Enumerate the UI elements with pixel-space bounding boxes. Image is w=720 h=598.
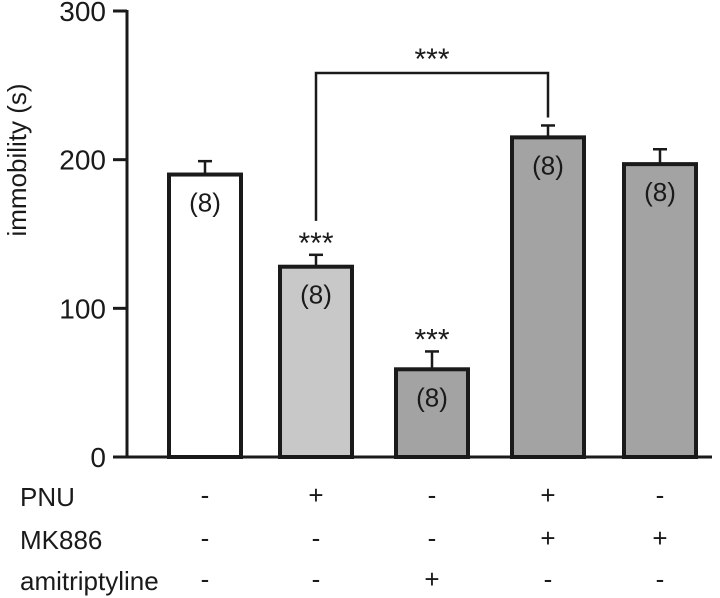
y-tick-label: 100 (59, 293, 106, 324)
bar-n-label: (8) (300, 280, 332, 310)
treatment-sign: - (312, 523, 321, 553)
treatment-name: PNU (20, 482, 75, 512)
comparison-bracket (314, 71, 550, 221)
treatment-name: MK886 (20, 525, 102, 555)
bar (278, 264, 354, 459)
treatment-sign: - (656, 564, 665, 594)
bar-n-label: (8) (644, 177, 676, 207)
significance-label: *** (414, 323, 449, 356)
y-tick-label: 0 (90, 442, 106, 473)
bar (394, 367, 470, 459)
treatment-sign: + (424, 564, 439, 594)
treatment-sign: + (540, 523, 555, 553)
treatment-sign: + (540, 480, 555, 510)
treatment-sign: + (652, 523, 667, 553)
treatment-sign: - (201, 523, 210, 553)
bar-n-label: (8) (416, 382, 448, 412)
treatment-sign: - (544, 564, 553, 594)
treatment-sign: - (201, 480, 210, 510)
y-axis-label: immobility (s) (2, 83, 32, 236)
treatment-sign: - (312, 564, 321, 594)
bar (167, 172, 243, 460)
treatment-sign: - (201, 564, 210, 594)
treatment-sign: - (428, 523, 437, 553)
comparison-significance: *** (414, 43, 449, 76)
treatment-sign: - (428, 480, 437, 510)
y-tick-label: 200 (59, 145, 106, 176)
y-tick-label: 300 (59, 0, 106, 27)
significance-label: *** (298, 227, 333, 260)
treatment-sign: - (656, 480, 665, 510)
bar (510, 135, 586, 459)
treatment-name: amitriptyline (20, 566, 159, 596)
bar-n-label: (8) (532, 150, 564, 180)
bar (622, 162, 698, 459)
bar-n-label: (8) (189, 188, 221, 218)
treatment-sign: + (308, 480, 323, 510)
